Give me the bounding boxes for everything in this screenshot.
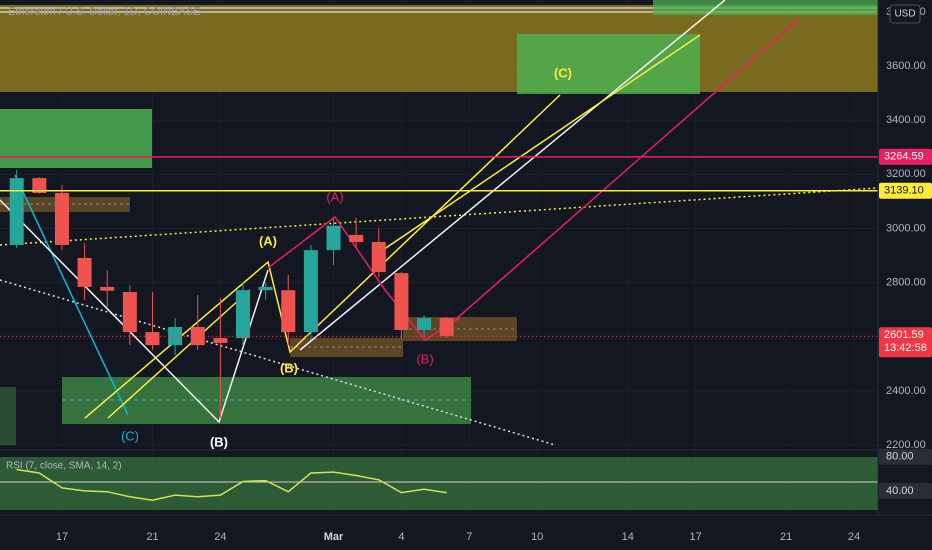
series-layer xyxy=(0,156,878,418)
candle-body xyxy=(326,225,341,251)
level-tag xyxy=(879,182,932,199)
candle-body xyxy=(213,338,228,343)
level-label: 3139.10 xyxy=(884,185,924,197)
level-tag xyxy=(879,148,932,165)
y-tick-box xyxy=(879,482,932,499)
candle-body xyxy=(258,286,273,291)
wave-label: (C) xyxy=(121,428,139,443)
wave-line xyxy=(84,94,561,419)
last-price-tag xyxy=(879,327,932,358)
wave-label: (C) xyxy=(554,65,572,80)
currency-label: USD xyxy=(894,9,915,20)
y-tick-label: 3200.00 xyxy=(886,168,926,180)
rsi-title: RSI (7, close, SMA, 14, 2) xyxy=(6,461,122,472)
y-tick-label: 80.00 xyxy=(886,451,914,463)
x-tick-label: 24 xyxy=(848,531,860,543)
rsi-line xyxy=(16,468,447,501)
y-tick-label: 2800.00 xyxy=(886,276,926,288)
channel-line xyxy=(454,17,801,321)
wave-label: (A) xyxy=(326,189,343,204)
x-tick-label: 17 xyxy=(689,531,701,543)
channel-line xyxy=(379,34,701,253)
candle-body xyxy=(145,332,160,346)
chart-title: Ethereum / U.S. Dollar, 1D, COINBASE xyxy=(8,6,201,18)
candle-body xyxy=(281,290,296,333)
x-tick-label: 4 xyxy=(398,531,404,543)
candle-body xyxy=(9,178,24,245)
x-tick-label: Mar xyxy=(324,531,344,543)
zone xyxy=(653,0,878,15)
candle-body xyxy=(77,257,92,287)
candle-body xyxy=(122,292,137,333)
candle-body xyxy=(236,290,250,339)
wave-label: (B) xyxy=(280,360,298,375)
candle-body xyxy=(349,234,364,242)
x-tick-label: 21 xyxy=(146,531,158,543)
candle-body xyxy=(417,318,432,330)
channel-line xyxy=(299,0,726,351)
candle-body xyxy=(394,273,409,330)
wave-line xyxy=(267,215,461,341)
y-tick-label: 3400.00 xyxy=(886,114,926,126)
wave-label: (B) xyxy=(416,351,433,366)
annotations: (C) (A) (B) (A) (B) (C) (B) Ethereum / U… xyxy=(8,6,572,450)
candle-body xyxy=(303,250,318,333)
candle-body xyxy=(100,286,115,291)
drawn-line xyxy=(0,279,556,446)
zone xyxy=(517,34,700,94)
channel-line xyxy=(107,289,251,419)
rsi-band xyxy=(0,457,878,510)
x-tick-label: 14 xyxy=(622,531,634,543)
zone xyxy=(0,387,16,445)
wave-line xyxy=(14,174,129,416)
candle-body xyxy=(371,241,386,273)
zone xyxy=(0,5,878,92)
y-tick-label: 2400.00 xyxy=(886,385,926,397)
x-tick-label: 10 xyxy=(531,531,543,543)
level-label: 3264.59 xyxy=(884,151,924,163)
y-tick-label: 2200.00 xyxy=(886,439,926,451)
rsi-pane: RSI (7, close, SMA, 14, 2) xyxy=(0,449,932,510)
x-tick-label: 24 xyxy=(214,531,226,543)
y-tick-label: 3600.00 xyxy=(886,60,926,72)
axis-layer: 2200.002400.002600.002800.003000.003200.… xyxy=(56,4,932,543)
candle-body xyxy=(168,326,183,346)
x-tick-label: 17 xyxy=(56,531,68,543)
candle-body xyxy=(54,192,69,245)
currency-badge xyxy=(889,4,921,24)
drawn-line xyxy=(0,187,878,246)
x-tick-label: 7 xyxy=(466,531,472,543)
y-tick-box xyxy=(879,448,932,465)
last-price-label: 2601.59 xyxy=(884,329,924,341)
countdown: 13:42:58 xyxy=(884,342,927,354)
candle-body xyxy=(190,326,205,346)
candle-body xyxy=(439,318,454,336)
wave-line xyxy=(0,199,269,424)
y-tick-label: 3000.00 xyxy=(886,222,926,234)
drawings xyxy=(0,0,878,446)
y-tick-label: 40.00 xyxy=(886,485,914,497)
zone xyxy=(0,109,152,168)
candle-body xyxy=(32,178,47,193)
x-tick-label: 21 xyxy=(780,531,792,543)
wave-label: (A) xyxy=(259,233,277,248)
wave-label: (B) xyxy=(210,434,228,449)
